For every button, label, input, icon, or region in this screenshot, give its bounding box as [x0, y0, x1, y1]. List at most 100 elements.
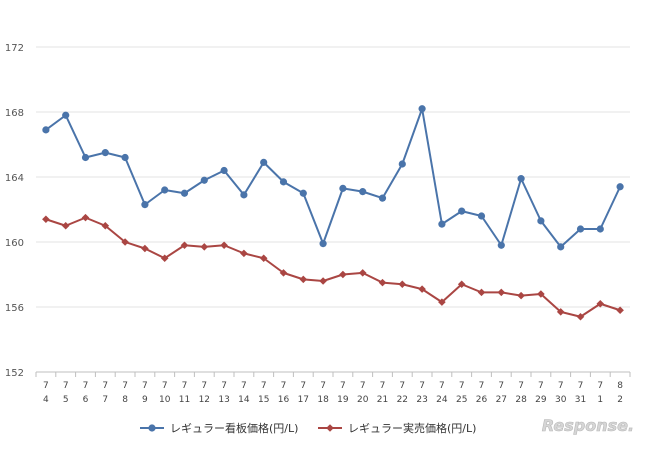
legend: レギュラー看板価格(円/L) レギュラー実売価格(円/L) — [140, 421, 476, 435]
data-point-2 — [121, 238, 129, 246]
data-point-1 — [240, 191, 248, 199]
x-tick-label-day: 12 — [199, 395, 210, 405]
x-tick-label-day: 8 — [122, 395, 128, 405]
legend-label-1: レギュラー看板価格(円/L) — [170, 421, 298, 435]
x-tick-label-month: 7 — [558, 381, 564, 391]
data-point-2 — [339, 270, 347, 279]
x-tick-label-month: 7 — [221, 381, 227, 391]
data-point-1 — [359, 188, 367, 196]
data-point-2 — [576, 312, 585, 321]
x-tick-label-day: 26 — [476, 395, 488, 405]
data-point-1 — [616, 183, 624, 191]
x-tick-label-day: 14 — [238, 395, 250, 405]
data-point-2 — [240, 249, 248, 258]
x-tick-label-month: 7 — [43, 381, 49, 391]
data-point-2 — [497, 288, 506, 297]
data-point-1 — [438, 220, 446, 228]
y-tick-label: 172 — [5, 43, 24, 54]
data-point-1 — [398, 160, 406, 168]
series-line-1 — [45, 107, 622, 248]
data-point-1 — [180, 189, 189, 197]
x-tick-label-day: 19 — [337, 395, 349, 405]
x-tick-label-month: 7 — [241, 381, 247, 391]
x-tick-label-month: 8 — [617, 381, 623, 391]
x-tick-label-day: 30 — [555, 395, 567, 405]
legend-marker-1 — [148, 424, 156, 432]
x-tick-label-day: 6 — [83, 395, 89, 405]
x-tick-label-month: 7 — [419, 381, 425, 391]
data-point-2 — [378, 278, 387, 287]
data-point-2 — [398, 280, 407, 289]
x-tick-label-month: 7 — [102, 381, 108, 391]
data-point-1 — [42, 126, 50, 134]
series-line-2 — [45, 216, 621, 318]
data-point-1 — [477, 212, 486, 220]
x-tick-label-month: 7 — [399, 381, 405, 391]
data-point-1 — [299, 189, 307, 197]
data-point-1 — [220, 166, 228, 175]
x-tick-label-day: 9 — [142, 395, 148, 405]
x-tick-label-month: 7 — [63, 381, 69, 391]
x-tick-label-month: 7 — [518, 381, 524, 391]
data-point-2 — [299, 275, 308, 284]
x-tick-label-day: 23 — [416, 395, 427, 405]
y-tick-label: 156 — [5, 303, 24, 314]
x-tick-label-day: 11 — [179, 395, 190, 405]
legend-marker-2 — [326, 424, 334, 432]
x-tick-label-day: 21 — [377, 395, 388, 405]
x-tick-label-day: 1 — [597, 395, 603, 405]
data-point-2 — [556, 308, 565, 316]
data-point-1 — [62, 111, 70, 119]
data-point-1 — [418, 105, 426, 113]
x-tick-label-day: 29 — [535, 395, 547, 405]
data-point-1 — [537, 217, 545, 225]
x-tick-label-day: 13 — [218, 395, 229, 405]
data-point-2 — [220, 241, 228, 250]
x-tick-label-day: 18 — [317, 395, 329, 405]
x-tick-label-month: 7 — [261, 381, 267, 391]
data-point-2 — [537, 290, 545, 298]
x-tick-label-month: 7 — [538, 381, 544, 391]
data-point-2 — [180, 241, 189, 250]
x-tick-label-month: 7 — [320, 381, 326, 391]
data-point-1 — [200, 176, 208, 184]
x-axis-ticks: 7475767778797107117127137147157167177187… — [35, 372, 631, 405]
data-point-1 — [517, 175, 525, 183]
x-tick-label-day: 31 — [575, 395, 586, 405]
data-point-2 — [616, 306, 624, 315]
x-tick-label-month: 7 — [182, 381, 188, 391]
data-point-1 — [141, 201, 149, 209]
x-tick-label-month: 7 — [142, 381, 148, 391]
data-point-2 — [101, 221, 110, 230]
x-tick-label-day: 16 — [278, 395, 290, 405]
x-tick-label-day: 27 — [496, 395, 507, 405]
data-point-1 — [497, 241, 505, 249]
x-tick-label-month: 7 — [300, 381, 306, 391]
x-tick-label-day: 5 — [63, 395, 69, 405]
y-axis-ticks: 152 156 160 164 168 172 — [5, 43, 24, 379]
x-tick-label-month: 7 — [83, 381, 89, 391]
x-tick-label-day: 4 — [43, 395, 49, 405]
x-tick-label-month: 7 — [597, 381, 603, 391]
data-point-1 — [81, 153, 90, 162]
data-point-2 — [438, 298, 446, 306]
y-tick-label: 160 — [5, 238, 24, 249]
x-tick-label-day: 2 — [617, 395, 623, 405]
y-tick-label: 168 — [5, 108, 24, 119]
data-point-2 — [61, 221, 70, 230]
data-point-2 — [81, 213, 90, 222]
x-tick-label-month: 7 — [201, 381, 207, 391]
y-tick-label: 152 — [5, 368, 24, 379]
x-tick-label-day: 22 — [397, 395, 408, 405]
grid-lines — [36, 46, 630, 373]
x-tick-label-day: 7 — [102, 395, 108, 405]
data-point-2 — [160, 254, 169, 263]
data-point-1 — [319, 240, 327, 248]
data-point-1 — [101, 149, 109, 157]
x-tick-label-day: 20 — [357, 395, 369, 405]
x-tick-label-day: 10 — [159, 395, 171, 405]
x-tick-label-month: 7 — [162, 381, 168, 391]
data-point-1 — [279, 178, 288, 186]
data-point-2 — [358, 269, 367, 277]
